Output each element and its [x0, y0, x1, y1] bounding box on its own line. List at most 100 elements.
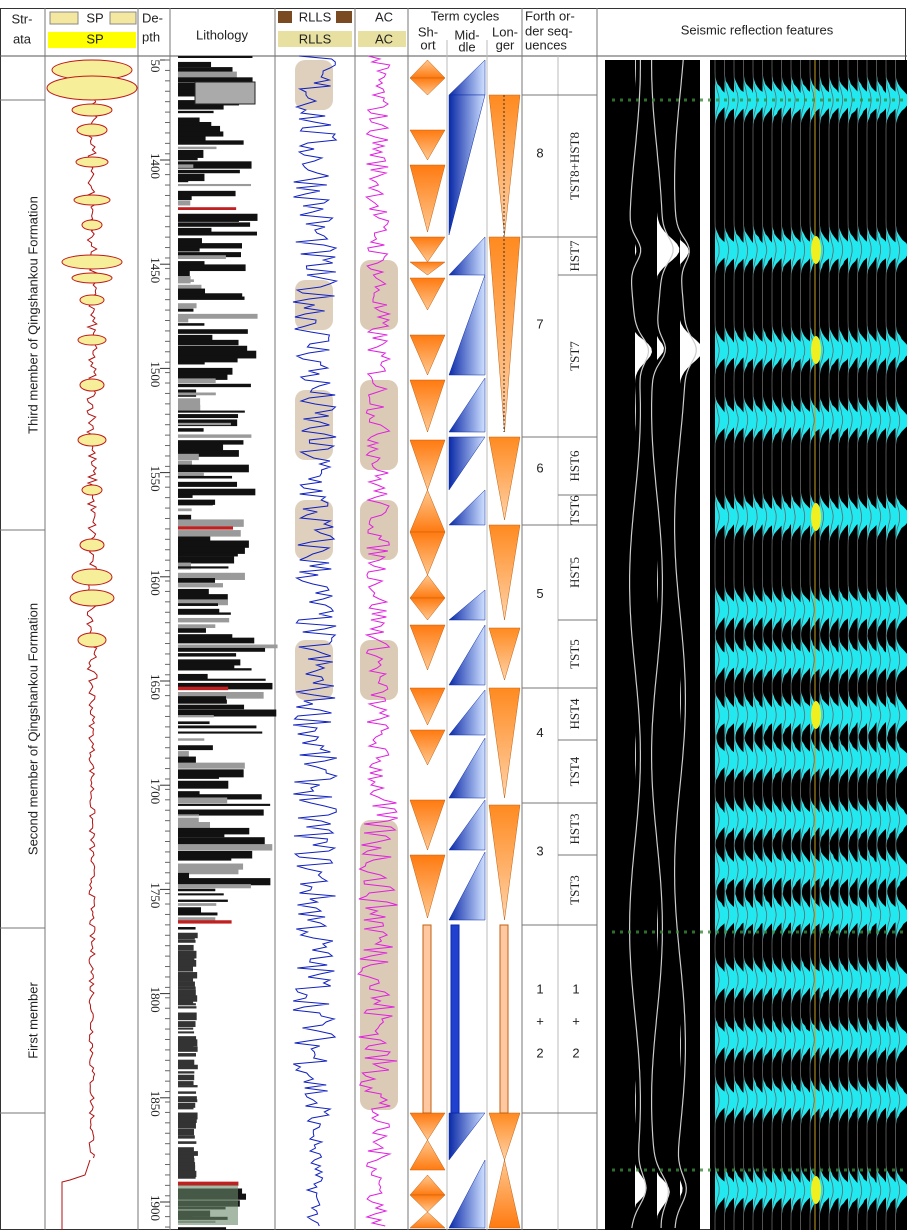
lithology-bar [178, 1006, 196, 1008]
lithology-bar [178, 784, 205, 787]
short-cycle [410, 1212, 445, 1228]
lithology-bar [178, 411, 245, 413]
header-text: der seq- [525, 23, 573, 38]
lithology-bar [178, 1154, 194, 1159]
short-cycle [410, 625, 445, 670]
sp-lens [72, 569, 112, 585]
middle-cycle [449, 378, 485, 432]
lithology-bar [178, 77, 253, 82]
lithology-bar [178, 822, 210, 828]
sp-lens [47, 76, 137, 100]
lithology-bar [195, 82, 255, 104]
longer-cycle [489, 437, 520, 520]
lithology-bar [178, 118, 200, 123]
short-cycle [410, 688, 445, 725]
lithology-bar [178, 797, 227, 803]
lithology-bar [178, 255, 226, 259]
depth-label: 1800 [148, 987, 163, 1013]
header-text: Term cycles [431, 8, 500, 23]
lithology-bar [178, 444, 223, 452]
lithology-bar [178, 468, 221, 470]
lithology-bar [178, 618, 229, 622]
short-cycle [410, 165, 445, 232]
middle-cycle [449, 237, 485, 275]
lithology-bar [178, 612, 231, 614]
short-cycle [410, 60, 445, 78]
middle-cycle [449, 690, 485, 735]
lithology-bar [178, 745, 213, 750]
lithology-bar [178, 1031, 194, 1033]
lithology-bar [178, 309, 193, 312]
lithology-bar [178, 960, 196, 967]
sp-lens [78, 633, 106, 647]
longer-cycle [489, 688, 520, 798]
short-cycle [410, 130, 445, 160]
lithology-bar [178, 392, 216, 395]
lithology-bar [178, 184, 251, 186]
lithology-bar [178, 140, 244, 144]
lithology-bar [178, 314, 258, 319]
lithology-bar [178, 508, 192, 511]
system-tract: 1 [572, 981, 579, 996]
system-tract: + [572, 1013, 580, 1028]
header-text: uences [525, 37, 567, 52]
sequence-number: 5 [536, 586, 543, 601]
lithology-bar [178, 940, 196, 943]
lithology-bar [178, 323, 204, 326]
short-cycle [410, 598, 445, 620]
lithology-bar [178, 699, 227, 703]
lithology-bar [178, 757, 196, 763]
short-cycle [410, 262, 445, 275]
longer-cycle [489, 628, 520, 680]
lithology-bar [178, 955, 194, 960]
lithology-bar [178, 1081, 194, 1085]
lithology-bar [178, 804, 270, 806]
header-text: AC [375, 9, 393, 24]
lithology-bar [178, 131, 223, 136]
header-text: pth [142, 29, 160, 44]
middle-cycle [449, 437, 485, 490]
lithology-bar [178, 384, 251, 387]
short-cycle [410, 1175, 445, 1195]
lithology-bar [178, 195, 192, 200]
header-text: RLLS [299, 9, 332, 24]
short-cycle [410, 1195, 445, 1212]
lithology-bar [178, 738, 204, 740]
lithology-bar [178, 1003, 196, 1005]
lithology-bar [178, 662, 234, 668]
middle-cycle [449, 60, 485, 95]
lithology-bar [178, 303, 197, 308]
longer-cycle [489, 237, 520, 432]
lithology-bar [178, 624, 215, 628]
depth-label: 1500 [148, 361, 163, 387]
lithology-bar [178, 679, 266, 681]
short-cycle [410, 490, 445, 532]
lithology-bar [178, 990, 196, 997]
lithology-bar [178, 232, 257, 236]
lithology-bar [178, 329, 248, 334]
short-cycle [410, 440, 445, 490]
lithology-bar [178, 556, 234, 563]
lithology-bar [178, 987, 196, 990]
header-text: Lithology [196, 27, 249, 42]
lithology-bar [178, 851, 252, 859]
sp-lens [77, 124, 107, 136]
system-tract: HST4 [567, 698, 582, 730]
lithology-bar [178, 62, 211, 67]
lithology-bar [178, 111, 214, 113]
short-cycle [410, 1113, 445, 1140]
depth-label: 1650 [148, 674, 163, 700]
lithology-bar [178, 1060, 194, 1066]
header-text: De- [142, 10, 163, 25]
depth-label: 1750 [148, 882, 163, 908]
strata-label: Second member of Qingshankou Formation [25, 603, 40, 855]
lithology-bar [178, 1091, 196, 1093]
system-tract: TST4 [567, 756, 582, 786]
lithology-bar [178, 122, 211, 127]
short-cycle [410, 532, 445, 575]
lithology-bar [178, 218, 239, 221]
lithology-bar [178, 378, 216, 383]
short-cycle [410, 575, 445, 598]
lithology-bar [178, 155, 198, 161]
lithology-bar [178, 222, 250, 226]
